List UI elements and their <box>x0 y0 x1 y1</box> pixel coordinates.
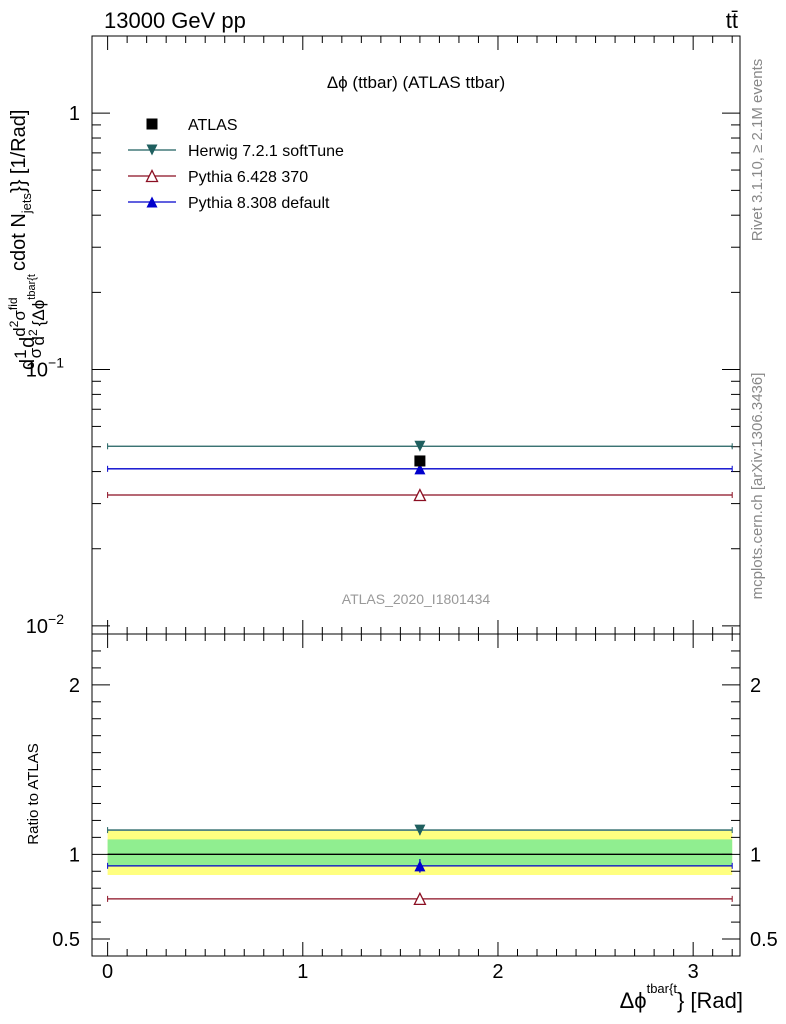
ratio-data-point <box>414 824 426 836</box>
ratio-y-tick-label-left: 0.5 <box>52 929 80 951</box>
header-process: tt̄ <box>726 8 738 33</box>
legend-marker <box>146 118 158 130</box>
data-point <box>414 440 426 452</box>
legend-label: Pythia 6.428 370 <box>188 169 308 186</box>
y-tick-label: 10−2 <box>26 611 64 638</box>
ratio-series-herwig-7-2-1-softtune <box>107 824 733 836</box>
ylabel-sigma-num: σ <box>10 310 29 321</box>
ylabel-dsq-den: d <box>29 336 48 345</box>
x-tick-label: 2 <box>492 961 503 983</box>
ylabel-tail: }} [1/Rad] <box>8 110 30 193</box>
ylabel-sq-den: 2 <box>26 329 40 336</box>
ylabel-jets-sub: jets <box>19 192 34 214</box>
legend-label: ATLAS <box>188 117 238 134</box>
xlabel-tail: } [Rad] <box>677 988 743 1013</box>
rivet-label: Rivet 3.1.10, ≥ 2.1M events <box>749 59 766 242</box>
legend-entry: ATLAS <box>146 117 238 134</box>
ylabel-d1: d <box>17 359 39 370</box>
main-plot-series <box>107 440 733 502</box>
ratio-data-point <box>414 860 426 872</box>
ratio-plot: 2 2 1 1 0.5 0.5 0 1 2 3 <box>52 633 778 983</box>
y-tick-label: 10−1 <box>26 355 64 382</box>
ratio-plot-ytick-labels: 2 2 1 1 0.5 0.5 <box>52 675 778 951</box>
x-tick-label: 3 <box>688 961 699 983</box>
y-tick-exp: −2 <box>48 611 64 627</box>
legend-label: Pythia 8.308 default <box>188 195 330 212</box>
ylabel-brace: {Δϕ <box>29 300 48 327</box>
legend: ATLAS Herwig 7.2.1 softTune Pythia 6.428 3… <box>128 117 344 212</box>
ylabel-one: 1 <box>11 349 30 358</box>
ylabel-sq-num: 2 <box>7 320 21 327</box>
x-tick-label: 1 <box>297 961 308 983</box>
ratio-plot-ticks <box>92 633 740 956</box>
ylabel-d2: d <box>17 337 39 348</box>
y-tick-base: 10 <box>26 616 48 638</box>
ylabel-tbar-sup: tbar{t <box>26 274 38 300</box>
x-tick-labels: 0 1 2 3 <box>102 961 699 983</box>
ratio-y-tick-label-left: 2 <box>69 675 80 697</box>
legend-marker <box>146 196 158 208</box>
ratio-plot-ylabel: Ratio to ATLAS <box>25 743 42 844</box>
ylabel-fid: fid <box>6 297 20 310</box>
main-plot: 110−110−2 Δϕ (ttbar) (ATLAS ttbar) ATLAS… <box>26 35 741 638</box>
main-plot-ytick-labels: 110−110−2 <box>26 103 80 638</box>
series-herwig-7-2-1-softtune <box>107 440 733 452</box>
legend-marker <box>146 144 158 156</box>
header-energy: 13000 GeV pp <box>104 8 246 33</box>
y-tick-base: 10 <box>26 360 48 382</box>
ratio-y-tick-label-right: 0.5 <box>750 929 778 951</box>
data-point <box>413 488 427 502</box>
y-tick-label: 1 <box>69 103 80 125</box>
ratio-data-point <box>413 891 427 906</box>
data-point <box>414 455 426 467</box>
ratio-plot-frame <box>91 633 741 957</box>
legend-marker <box>145 169 159 183</box>
legend-entry: Pythia 8.308 default <box>128 195 330 212</box>
ylabel-sigma: σ <box>26 347 45 358</box>
ylabel-dsq-num: d <box>10 327 29 336</box>
xlabel-sup: tbar{t <box>647 981 678 996</box>
main-plot-ylabel: d1σdd2σfidd2{Δϕtbar{tcdot Njets}} [1/Rad… <box>6 110 48 370</box>
legend-entry: Pythia 6.428 370 <box>128 169 308 186</box>
ratio-series-pythia-6-428-370 <box>107 891 733 906</box>
ratio-y-tick-label-right: 1 <box>750 844 761 866</box>
xlabel-symbol: Δϕ <box>620 988 647 1013</box>
ratio-plot-series <box>107 824 733 906</box>
ratio-series-pythia-8-308-default <box>107 859 733 873</box>
ratio-y-tick-label-right: 2 <box>750 675 761 697</box>
series-pythia-6-428-370 <box>107 488 733 502</box>
series-atlas <box>414 455 426 467</box>
analysis-watermark: ATLAS_2020_I1801434 <box>342 591 491 607</box>
legend-label: Herwig 7.2.1 softTune <box>188 143 344 160</box>
y-tick-exp: −1 <box>48 355 64 371</box>
legend-entry: Herwig 7.2.1 softTune <box>128 143 344 160</box>
ylabel-cdot: cdot N <box>8 213 30 271</box>
x-tick-label: 0 <box>102 961 113 983</box>
x-axis-label: Δϕtbar{t} [Rad] <box>620 981 743 1013</box>
series-pythia-8-308-default <box>107 463 733 475</box>
ratio-y-tick-label-left: 1 <box>69 844 80 866</box>
mcplots-label: mcplots.cern.ch [arXiv:1306.3436] <box>749 373 766 600</box>
svg-text:d1σdd2σfidd2{Δϕtbar{tcdot Njet: d1σdd2σfidd2{Δϕtbar{tcdot Njets}} [1/Rad… <box>6 110 48 370</box>
data-point <box>414 463 426 475</box>
main-plot-title: Δϕ (ttbar) (ATLAS ttbar) <box>327 73 505 92</box>
